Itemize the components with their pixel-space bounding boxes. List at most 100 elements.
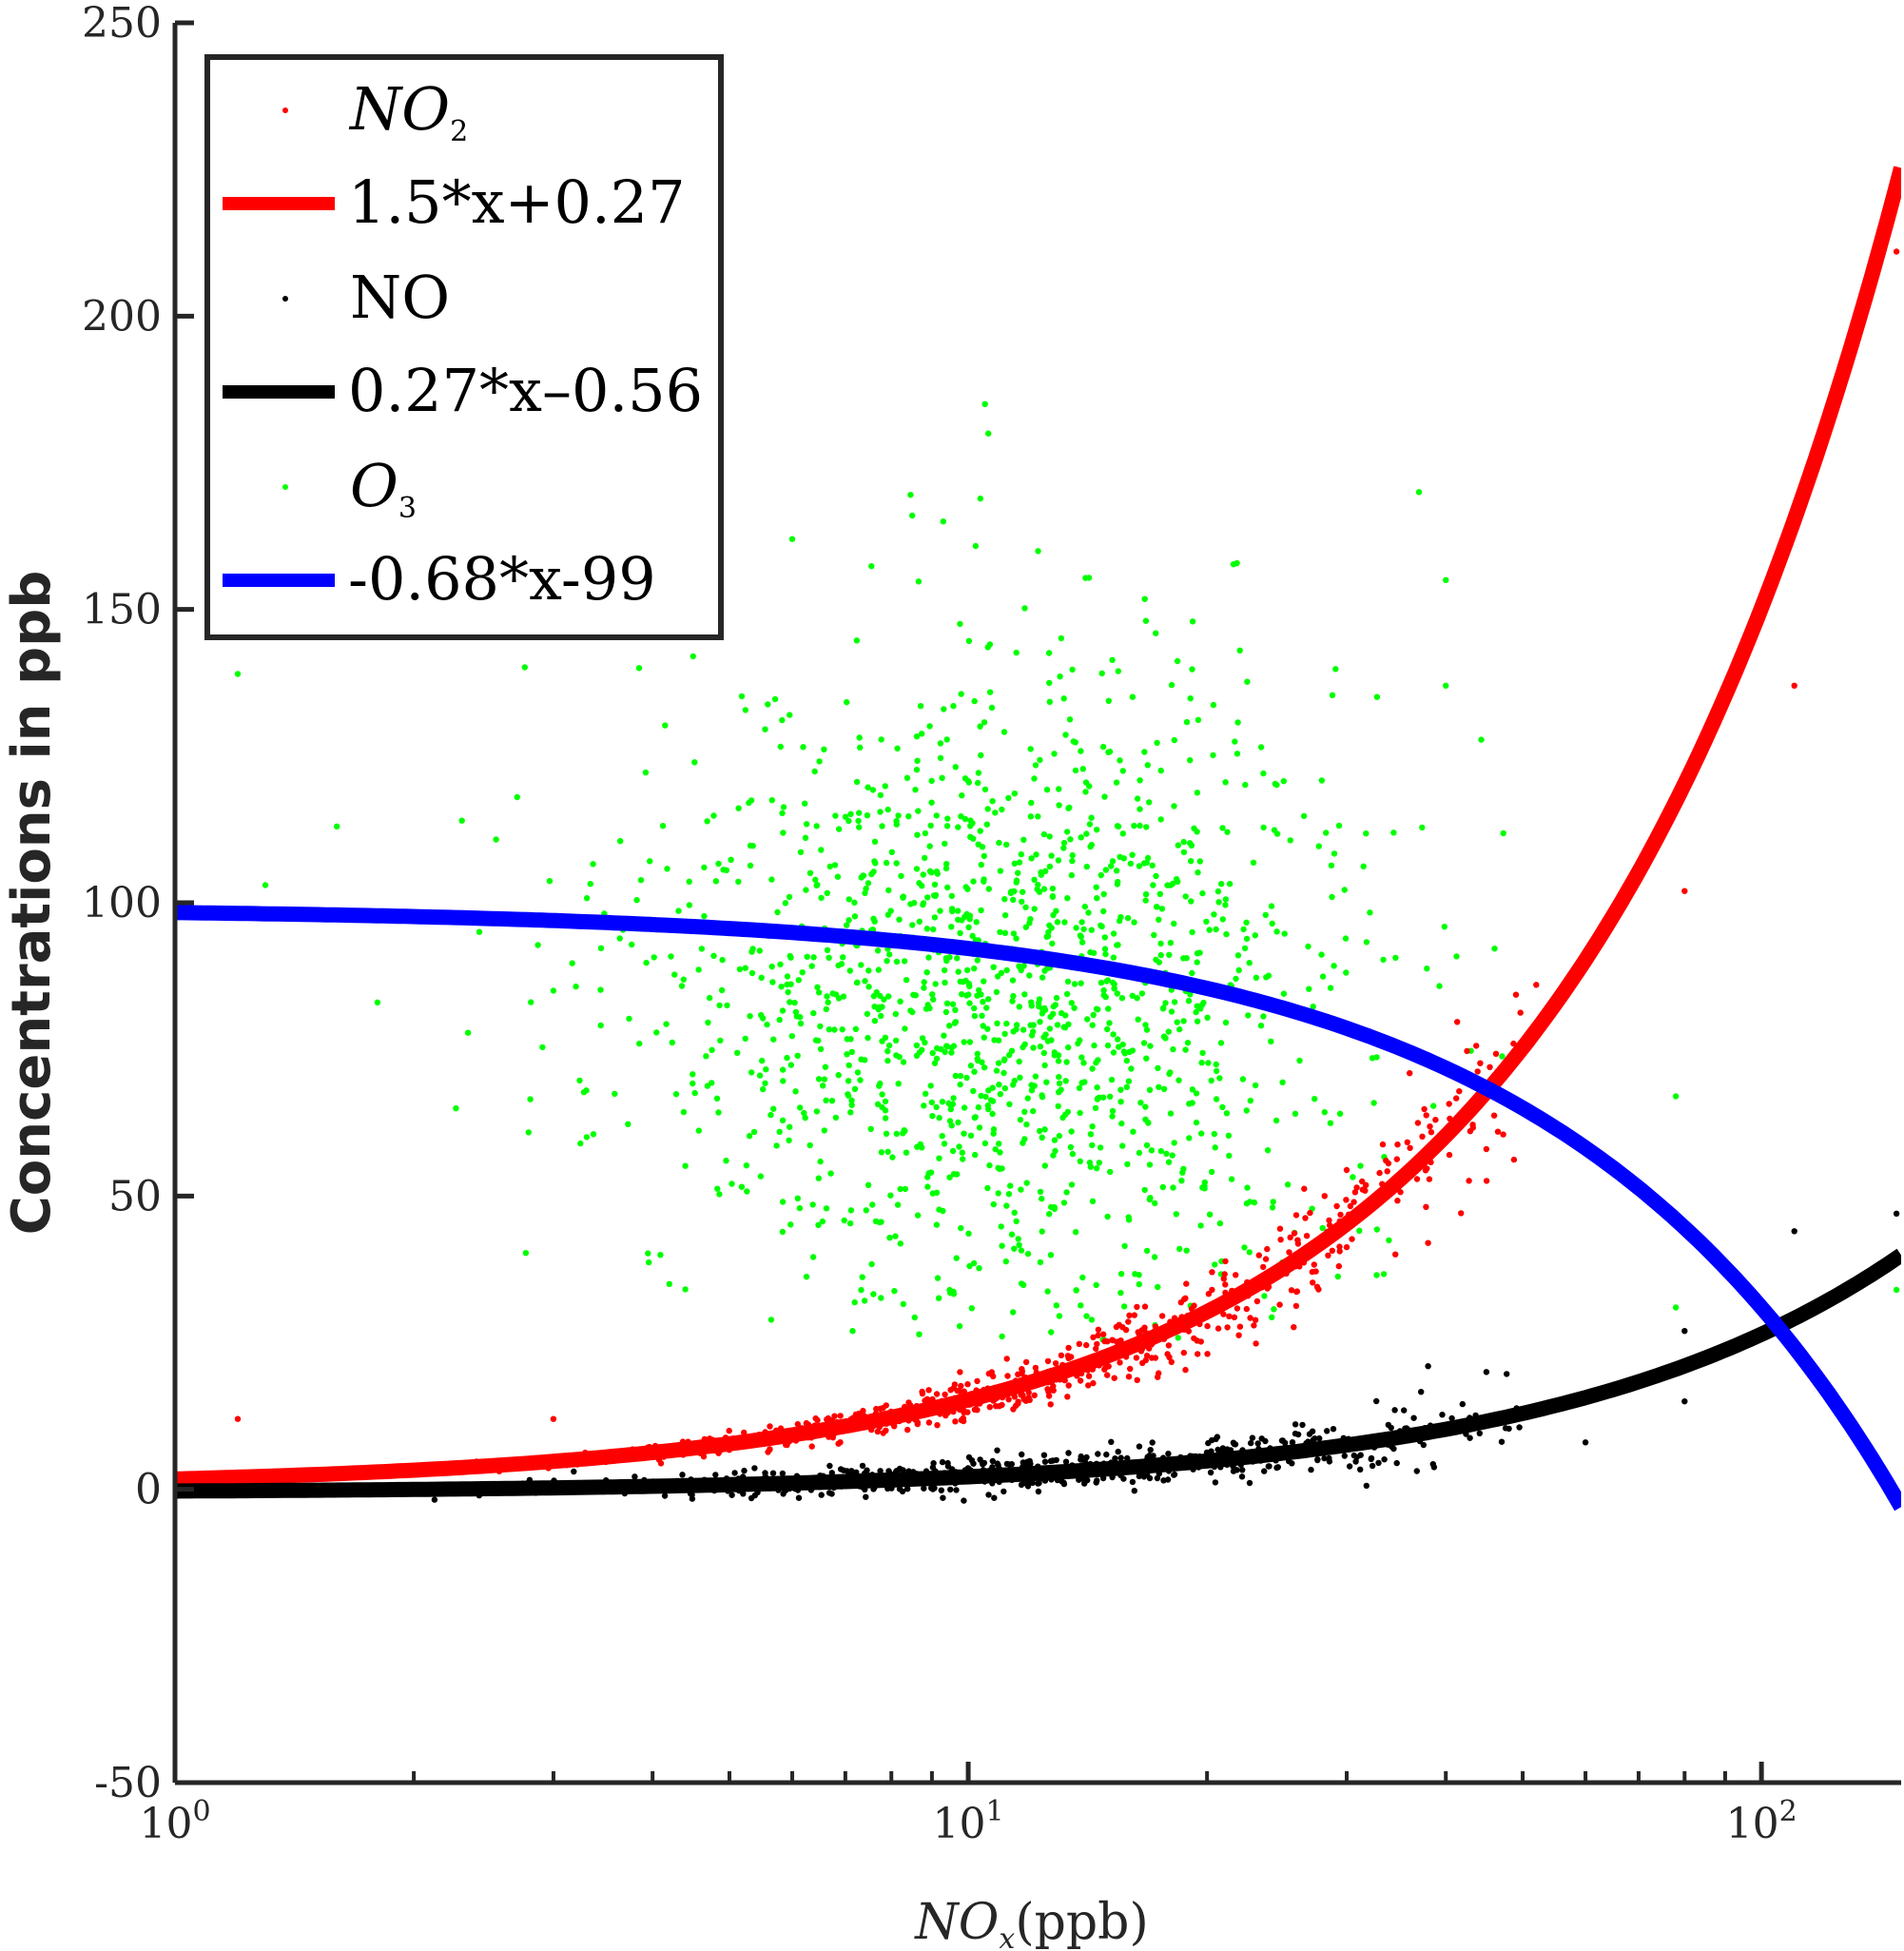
legend-label-o3: O3 bbox=[350, 451, 417, 525]
no-point bbox=[1373, 1397, 1380, 1405]
no2-point bbox=[1414, 1120, 1422, 1126]
o3-point bbox=[774, 908, 781, 916]
no-point bbox=[1231, 1440, 1238, 1448]
o3-point bbox=[1173, 1211, 1180, 1218]
o3-point bbox=[1327, 985, 1334, 991]
o3-point bbox=[646, 1258, 652, 1266]
no-point bbox=[795, 1494, 803, 1501]
o3-point bbox=[1262, 911, 1270, 919]
o3-point bbox=[1144, 854, 1152, 862]
o3-point bbox=[597, 945, 605, 951]
no2-point bbox=[1510, 1040, 1517, 1047]
o3-point bbox=[1113, 868, 1120, 874]
o3-point bbox=[1118, 995, 1126, 1002]
no-point bbox=[1146, 1474, 1154, 1482]
no-point bbox=[1299, 1421, 1306, 1429]
o3-point bbox=[728, 856, 734, 863]
o3-point bbox=[666, 1280, 672, 1288]
o3-point bbox=[583, 895, 591, 902]
o3-point bbox=[932, 891, 940, 899]
o3-point bbox=[1194, 1003, 1201, 1009]
o3-point bbox=[939, 1099, 946, 1105]
no-point bbox=[1207, 1469, 1214, 1476]
o3-point bbox=[1356, 1227, 1363, 1235]
no-point bbox=[994, 1447, 1001, 1453]
o3-point bbox=[1153, 956, 1159, 964]
o3-point bbox=[767, 1317, 775, 1323]
o3-point bbox=[821, 1076, 828, 1083]
o3-point bbox=[943, 861, 950, 868]
no2-point bbox=[1407, 1144, 1413, 1152]
o3-point bbox=[1077, 932, 1084, 939]
o3-point bbox=[1415, 489, 1423, 496]
o3-point bbox=[1065, 1044, 1072, 1051]
o3-point bbox=[920, 900, 927, 907]
o3-point bbox=[851, 899, 858, 906]
no-point bbox=[938, 1487, 944, 1493]
o3-point bbox=[1036, 1127, 1043, 1135]
no2-point bbox=[1315, 1286, 1322, 1293]
o3-point bbox=[1271, 827, 1278, 833]
no2-point bbox=[1125, 1318, 1132, 1325]
o3-point bbox=[856, 734, 863, 741]
o3-point bbox=[1083, 830, 1090, 837]
no2-point bbox=[1224, 1324, 1231, 1331]
o3-point bbox=[1143, 1026, 1151, 1033]
no2-point bbox=[1311, 1261, 1318, 1268]
o3-point bbox=[528, 999, 534, 1005]
no-point bbox=[1006, 1461, 1013, 1468]
no-point bbox=[631, 1473, 638, 1480]
o3-point bbox=[1085, 909, 1092, 916]
no2-point bbox=[1425, 1239, 1431, 1246]
o3-point bbox=[645, 1250, 651, 1257]
o3-point bbox=[1123, 1057, 1131, 1064]
o3-point bbox=[1015, 869, 1021, 876]
no2-point bbox=[1166, 1354, 1173, 1361]
o3-point bbox=[724, 1002, 730, 1009]
no-point bbox=[994, 1460, 1001, 1467]
o3-point bbox=[1078, 919, 1085, 926]
o3-point bbox=[1109, 1113, 1116, 1120]
o3-point bbox=[794, 1195, 801, 1202]
o3-point bbox=[1296, 1057, 1303, 1064]
o3-point bbox=[1234, 751, 1241, 757]
o3-point bbox=[710, 952, 717, 959]
no-point bbox=[1289, 1460, 1295, 1467]
o3-point bbox=[963, 1074, 970, 1082]
no2-point bbox=[883, 1402, 889, 1409]
o3-point bbox=[1167, 940, 1175, 946]
o3-point bbox=[1327, 1120, 1334, 1126]
o3-point bbox=[1031, 775, 1038, 782]
o3-point bbox=[1257, 1023, 1265, 1029]
no2-point bbox=[1413, 1176, 1421, 1182]
o3-point bbox=[1176, 1025, 1183, 1033]
o3-point bbox=[857, 1077, 864, 1083]
o3-point bbox=[1003, 1020, 1010, 1027]
o3-point bbox=[1101, 934, 1109, 941]
o3-point bbox=[871, 858, 878, 865]
o3-point bbox=[1305, 943, 1311, 950]
o3-point bbox=[851, 1298, 858, 1306]
o3-point bbox=[955, 907, 962, 914]
o3-point bbox=[1117, 757, 1123, 764]
o3-point bbox=[791, 999, 798, 1006]
o3-point bbox=[883, 1130, 890, 1138]
o3-point bbox=[691, 759, 698, 766]
o3-point bbox=[967, 1063, 975, 1069]
o3-point bbox=[1003, 841, 1010, 849]
o3-point bbox=[1093, 1005, 1100, 1012]
o3-point bbox=[1051, 1137, 1059, 1143]
o3-point bbox=[1028, 1082, 1035, 1088]
o3-point bbox=[943, 1043, 950, 1049]
o3-point bbox=[825, 999, 831, 1005]
o3-point bbox=[729, 1180, 735, 1187]
o3-point bbox=[1390, 829, 1397, 836]
o3-point bbox=[928, 1099, 935, 1106]
o3-point bbox=[977, 828, 983, 834]
no2-point bbox=[837, 1439, 844, 1446]
o3-point bbox=[921, 985, 927, 991]
o3-point bbox=[901, 958, 908, 965]
o3-point bbox=[1380, 1271, 1388, 1278]
o3-point bbox=[913, 767, 921, 773]
o3-point bbox=[525, 1129, 532, 1136]
